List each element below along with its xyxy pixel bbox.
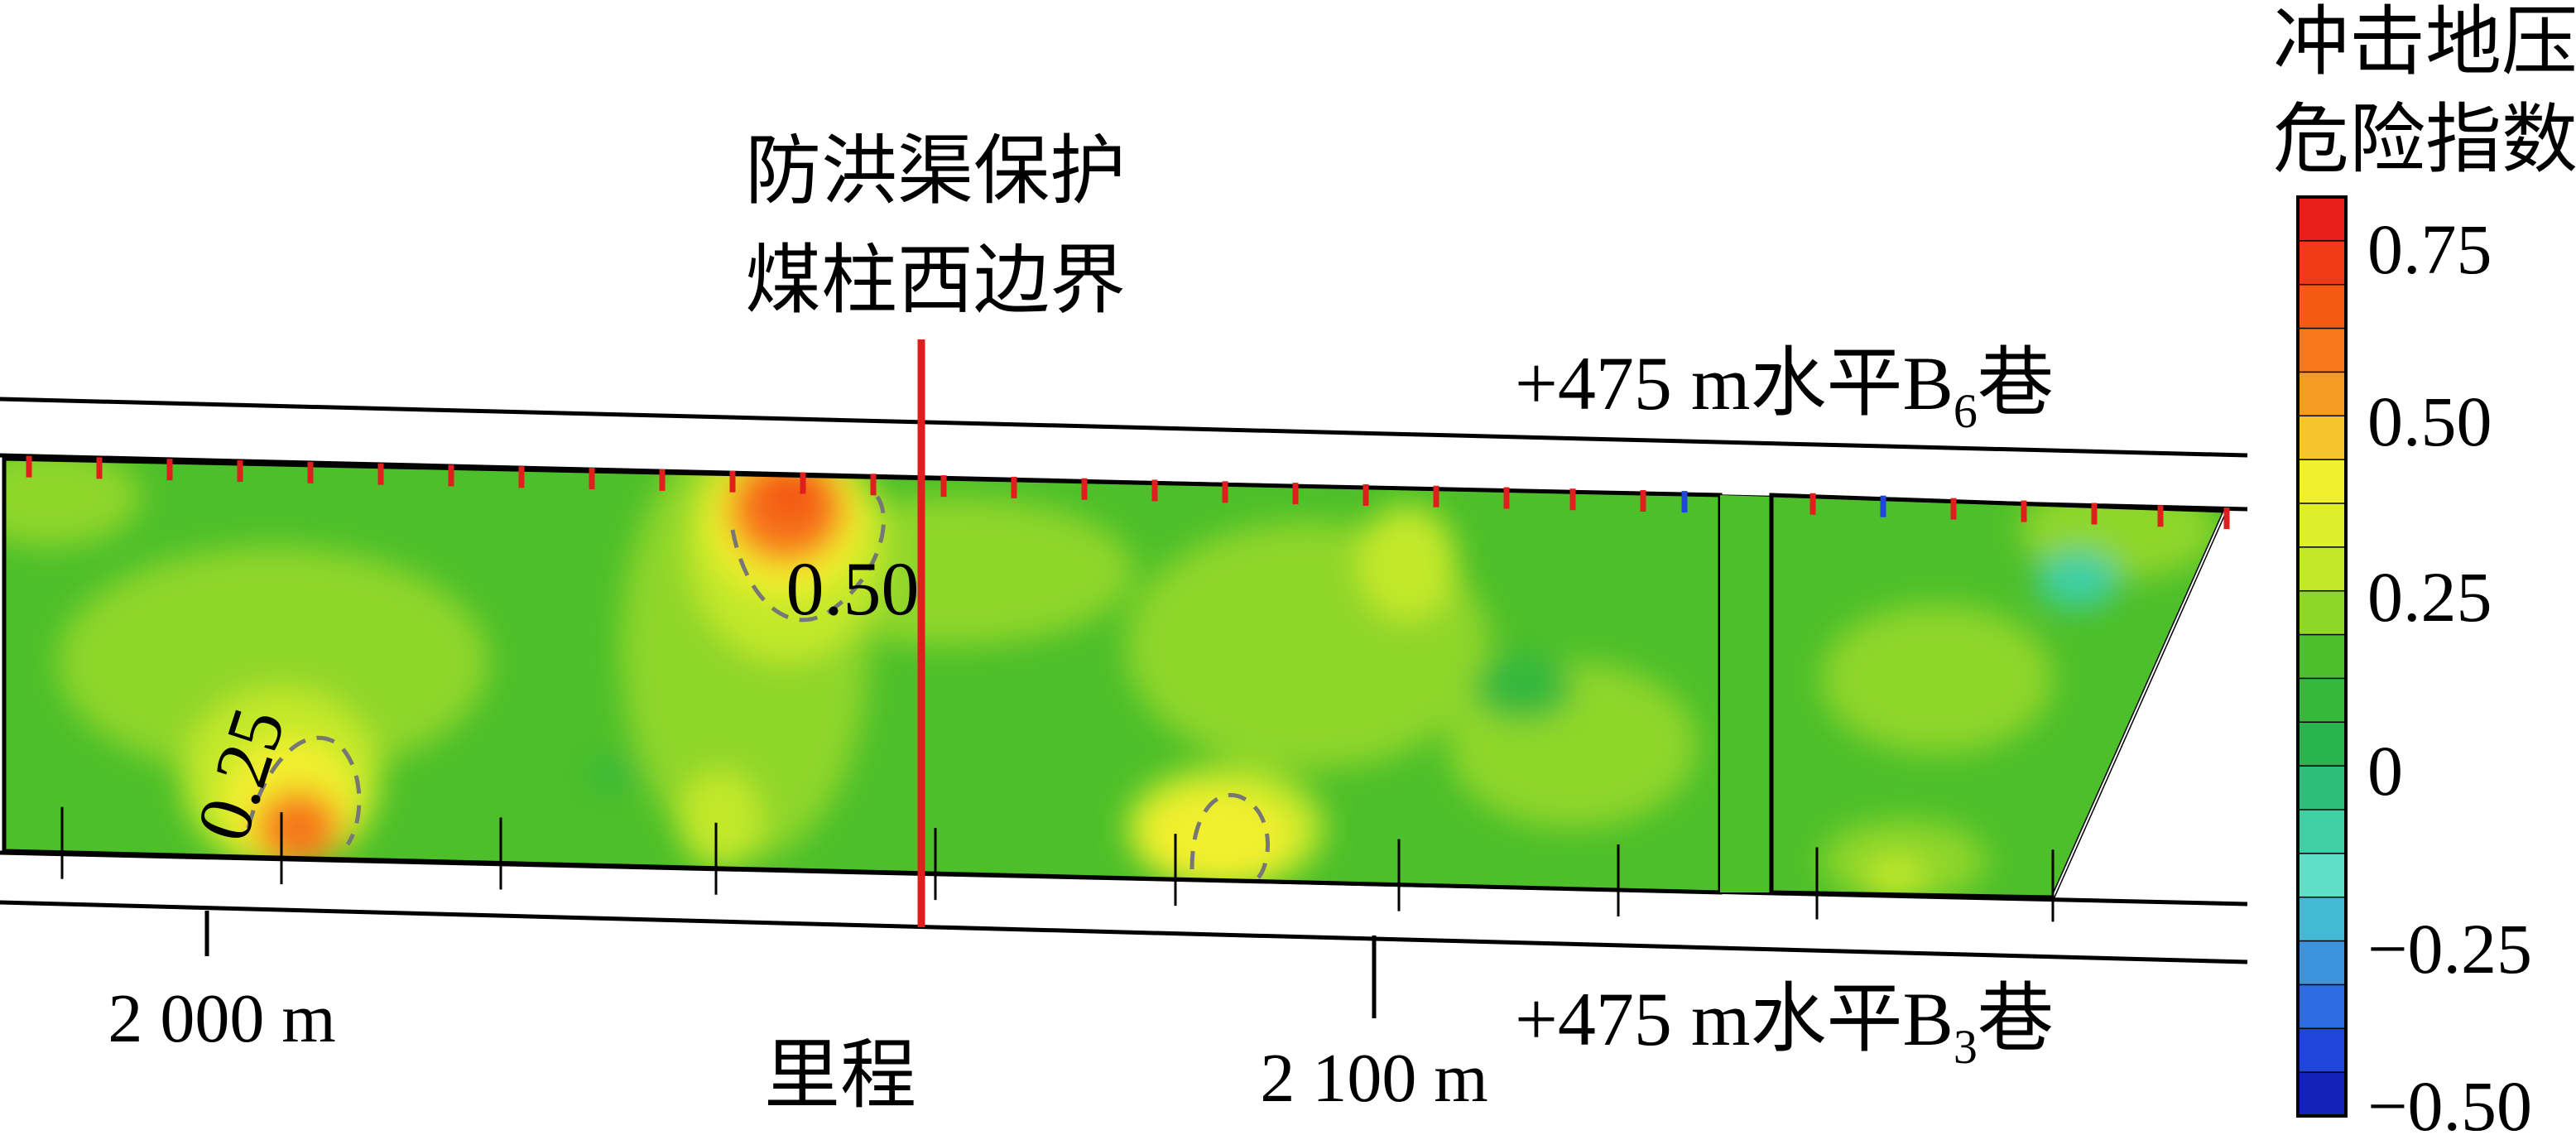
colorbar-swatch — [2297, 371, 2347, 417]
colorbar-swatch — [2297, 1027, 2347, 1074]
colorbar-swatch — [2297, 896, 2347, 942]
contour-line-right — [1189, 793, 1271, 879]
patch-red-1 — [757, 468, 824, 526]
patch-light-1 — [58, 546, 488, 778]
mileage-axis-label: 里程 — [764, 1033, 916, 1118]
colorbar-tick-labels: 0.75 0.50 0.25 0 −0.25 −0.50 — [2367, 209, 2532, 1135]
boundary-label-line1: 防洪渠保护 — [745, 129, 1126, 214]
upper-roadway-label-prefix: +475 m水平B — [1515, 341, 1954, 426]
lower-roadway-label-sub: 3 — [1954, 1020, 1978, 1074]
colorbar-swatch — [2297, 984, 2347, 1030]
mileage-label-right: 2 100 m — [1260, 1040, 1487, 1117]
colorbar-swatch — [2297, 415, 2347, 461]
colorbar-swatch — [2297, 589, 2347, 636]
colorbar-swatch — [2297, 283, 2347, 329]
patch-teal-1 — [588, 759, 637, 789]
colorbar-title-line1: 冲击地压 — [2273, 0, 2576, 84]
upper-roadway-label: +475 m水平B6巷 — [1515, 341, 2054, 438]
colorbar-title-line2: 危险指数 — [2273, 98, 2576, 182]
upper-roadway-label-suffix: 巷 — [1978, 341, 2054, 426]
colorbar-tick-label: 0.75 — [2367, 209, 2492, 289]
risk-field-left — [4, 459, 1720, 892]
colorbar-tick-label: 0 — [2367, 731, 2403, 810]
lower-roadway-bottom-line — [0, 900, 2248, 964]
mileage-label-left: 2 000 m — [108, 980, 335, 1057]
panel-gap-strip — [1720, 495, 1771, 892]
colorbar-swatch — [2297, 546, 2347, 592]
colorbar-swatch — [2297, 765, 2347, 811]
colorbar: 冲击地压 危险指数 0.75 0.50 0.25 0 −0.25 −0.50 — [2273, 0, 2576, 1135]
colorbar-swatch — [2297, 721, 2347, 767]
colorbar-swatch — [2297, 503, 2347, 549]
bottom-tick-marks — [60, 806, 2055, 922]
colorbar-swatch — [2297, 853, 2347, 898]
colorbar-frame — [2296, 195, 2348, 1118]
colorbar-swatch — [2297, 809, 2347, 855]
colorbar-tick-label: −0.50 — [2367, 1066, 2532, 1135]
patch-right-yellow-1 — [1867, 857, 1925, 897]
colorbar-swatch — [2297, 240, 2347, 286]
field-right-diagonal-mask — [2052, 510, 2226, 898]
colorbar-tick-label: 0.25 — [2367, 557, 2492, 637]
contour-line-025 — [246, 735, 362, 846]
colorbar-swatch — [2297, 327, 2347, 373]
patch-right-teal-1 — [2036, 551, 2119, 608]
colorbar-tick-label: −0.25 — [2367, 909, 2532, 988]
colorbar-tick-label: 0.50 — [2367, 382, 2492, 461]
colorbar-swatch — [2297, 196, 2347, 243]
patch-yellow-3 — [1142, 791, 1291, 882]
colorbar-swatch — [2297, 677, 2347, 724]
boundary-label-line2: 煤柱西边界 — [745, 238, 1126, 323]
patch-orange-2 — [257, 791, 339, 865]
sensor-markers — [26, 455, 2230, 530]
patch-green-2 — [1473, 654, 1573, 720]
colorbar-swatches — [2297, 196, 2347, 1118]
lower-roadway-label-suffix: 巷 — [1978, 977, 2054, 1061]
patch-yg-5 — [679, 770, 762, 869]
upper-roadway-top-line — [0, 397, 2248, 458]
lower-roadway-label: +475 m水平B3巷 — [1515, 977, 2054, 1074]
contour-line-050 — [730, 495, 886, 623]
colorbar-swatch — [2297, 633, 2347, 680]
patch-light-6 — [4, 459, 141, 546]
upper-roadway-label-sub: 6 — [1954, 384, 1978, 438]
lower-roadway-label-prefix: +475 m水平B — [1515, 977, 1954, 1061]
colorbar-swatch — [2297, 459, 2347, 505]
risk-field-right — [1771, 495, 2225, 897]
contour-label-050: 0.50 — [786, 546, 920, 631]
patch-yg-4 — [1358, 505, 1457, 621]
colorbar-swatch — [2297, 1071, 2347, 1118]
colorbar-swatch — [2297, 940, 2347, 986]
patch-right-light-1 — [1821, 604, 2053, 753]
